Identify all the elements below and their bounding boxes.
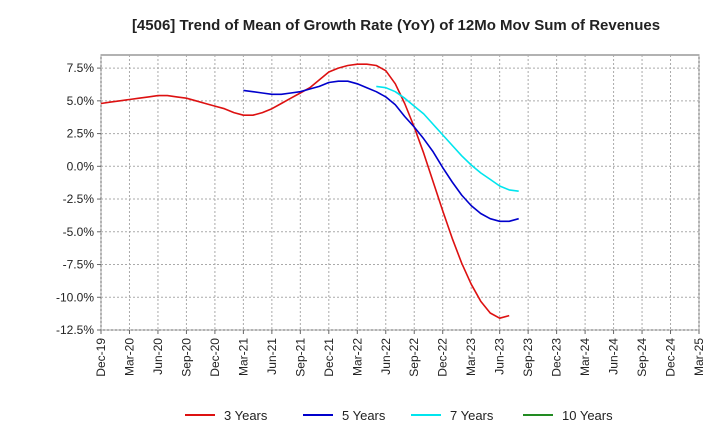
y-tick-label: -5.0%: [63, 225, 95, 239]
x-tick-label: Sep-20: [179, 338, 193, 377]
legend-label: 3 Years: [224, 408, 268, 423]
x-tick-label: Sep-22: [407, 338, 421, 377]
legend-label: 7 Years: [450, 408, 494, 423]
x-tick-label: Jun-23: [493, 338, 507, 375]
x-tick-label: Mar-20: [122, 338, 136, 376]
x-tick-label: Dec-22: [436, 338, 450, 377]
x-tick-label: Jun-20: [151, 338, 165, 375]
x-tick-label: Jun-21: [265, 338, 279, 375]
x-axis: Dec-19 Mar-20 Jun-20 Sep-20 Dec-20 Mar-21 Jun-…: [94, 330, 706, 377]
chart-title: [4506] Trend of Mean of Growth Rate (YoY…: [132, 17, 660, 34]
x-tick-label: Dec-23: [550, 338, 564, 377]
y-tick-label: 7.5%: [67, 61, 95, 75]
series-line-5-years: [243, 80, 519, 223]
series-layer: [100, 63, 519, 320]
y-tick-label: -10.0%: [56, 290, 94, 304]
x-tick-label: Jun-24: [607, 338, 621, 375]
x-tick-label: Dec-20: [208, 338, 222, 377]
x-tick-label: Mar-22: [350, 338, 364, 376]
x-tick-label: Jun-22: [379, 338, 393, 375]
series-line-7-years: [376, 85, 519, 192]
legend: 3 Years 5 Years 7 Years 10 Years: [185, 408, 613, 423]
y-tick-label: -7.5%: [63, 258, 95, 272]
x-tick-label: Sep-24: [635, 338, 649, 377]
plot-area: [100, 54, 700, 331]
x-tick-label: Mar-21: [236, 338, 250, 376]
y-tick-label: 0.0%: [67, 159, 95, 173]
y-tick-label: 5.0%: [67, 94, 95, 108]
y-tick-label: -2.5%: [63, 192, 95, 206]
legend-label: 10 Years: [562, 408, 613, 423]
x-tick-label: Mar-24: [578, 338, 592, 376]
y-tick-label: 2.5%: [67, 127, 95, 141]
x-tick-label: Dec-21: [322, 338, 336, 377]
y-tick-label: -12.5%: [56, 323, 94, 337]
x-tick-label: Dec-24: [664, 338, 678, 377]
legend-label: 5 Years: [342, 408, 386, 423]
x-tick-label: Dec-19: [94, 338, 108, 377]
x-tick-label: Mar-23: [464, 338, 478, 376]
x-tick-label: Sep-23: [521, 338, 535, 377]
x-tick-label: Mar-25: [692, 338, 706, 376]
x-tick-label: Sep-21: [293, 338, 307, 377]
y-axis: 7.5% 5.0% 2.5% 0.0% -2.5% -5.0% -7.5% -10.0% -12…: [56, 61, 101, 337]
